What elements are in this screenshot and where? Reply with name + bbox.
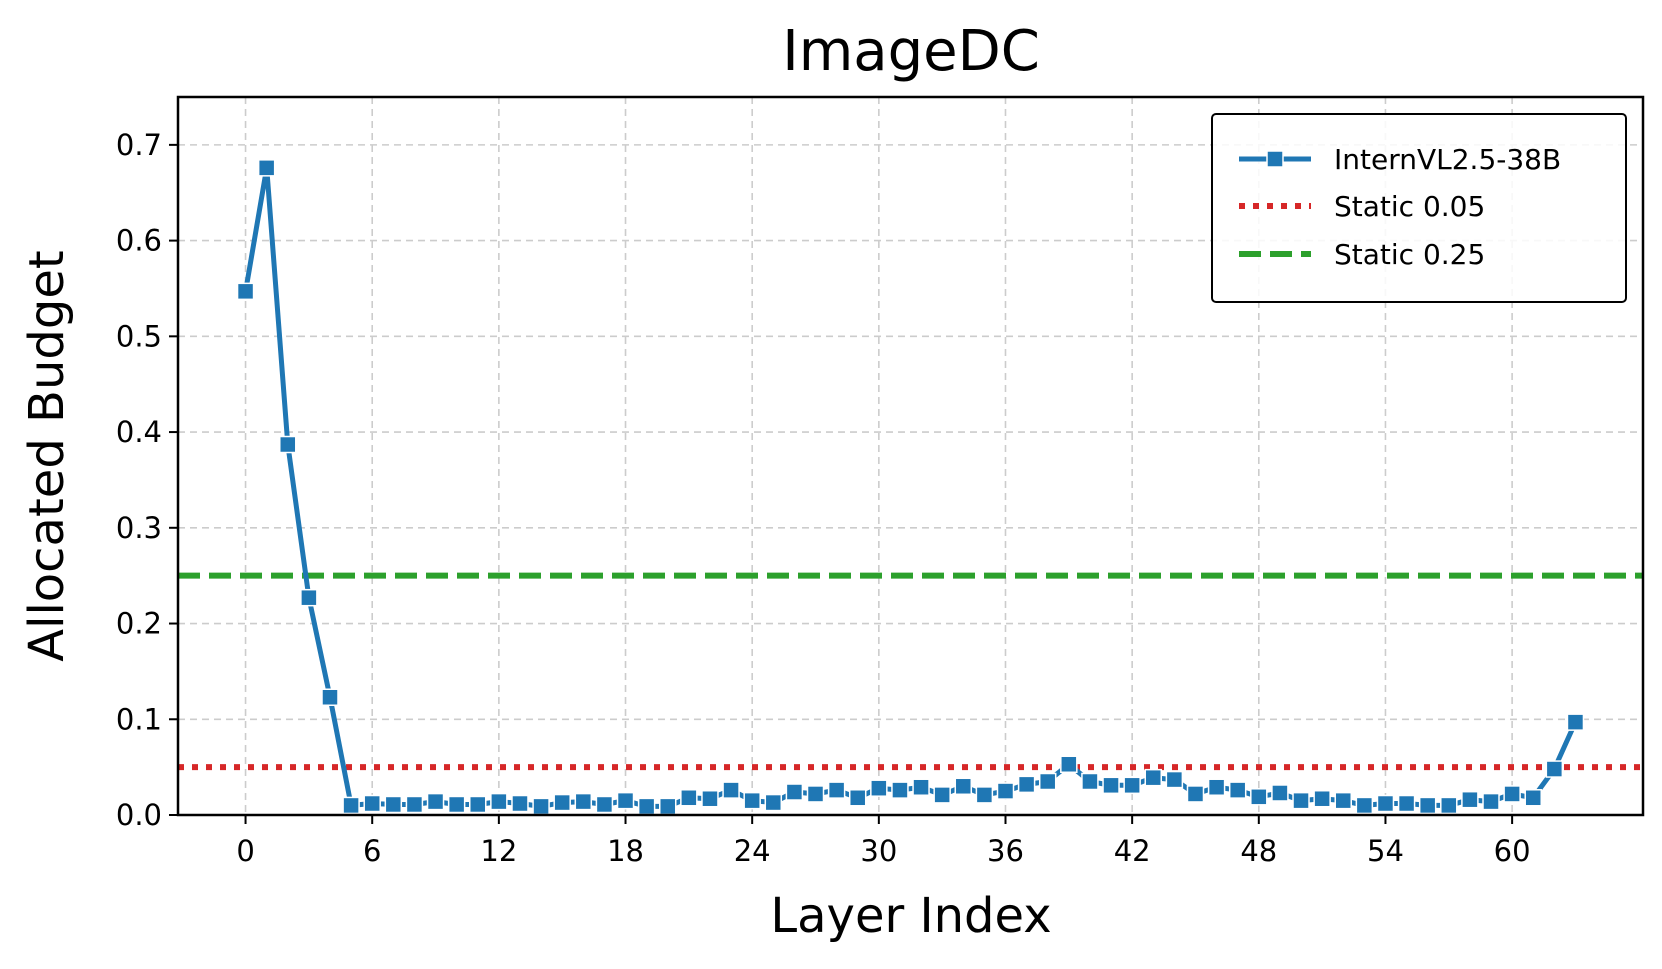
internvl-point	[1081, 772, 1099, 791]
legend-label-static-005: Static 0.05	[1334, 190, 1485, 223]
internvl-point	[1250, 788, 1268, 806]
x-tick-label: 12	[480, 834, 517, 868]
x-tick-label: 18	[607, 834, 644, 868]
internvl-point	[1038, 772, 1057, 791]
internvl-point	[447, 795, 466, 814]
internvl-point	[511, 794, 529, 813]
y-tick-label: 0.2	[116, 607, 162, 641]
legend: InternVL2.5-38B Static 0.05 Static 0.25	[1211, 113, 1627, 303]
internvl-point	[891, 781, 909, 799]
internvl-point	[743, 791, 761, 810]
x-tick-label: 36	[987, 834, 1024, 868]
x-axis-title: Layer Index	[770, 888, 1051, 944]
internvl-point	[1482, 792, 1500, 811]
internvl-point	[1228, 781, 1247, 799]
internvl-point	[848, 789, 867, 807]
internvl-point	[1440, 796, 1458, 815]
internvl-point	[1144, 768, 1163, 787]
internvl-point	[658, 797, 677, 816]
internvl-point	[1123, 776, 1141, 795]
internvl-point	[532, 797, 550, 816]
internvl-point	[1207, 778, 1226, 796]
internvl-point	[1397, 794, 1416, 813]
internvl-series-line	[243, 165, 1578, 809]
legend-box	[1211, 113, 1627, 303]
internvl-point	[595, 795, 614, 814]
internvl-point	[1376, 794, 1395, 813]
x-tick-label: 0	[236, 834, 254, 868]
y-tick-label: 0.0	[116, 798, 162, 832]
internvl-point	[384, 795, 403, 814]
internvl-point	[1334, 791, 1352, 810]
internvl-point	[637, 797, 656, 816]
internvl-point	[1271, 784, 1289, 802]
internvl-point	[616, 791, 635, 810]
x-tick-label: 6	[363, 834, 381, 868]
internvl-point	[574, 792, 593, 811]
y-tick-label: 0.4	[116, 415, 162, 449]
internvl-point	[722, 781, 740, 799]
series	[236, 159, 1585, 816]
internvl-point	[680, 789, 698, 807]
internvl-point	[321, 688, 339, 706]
internvl-point	[257, 159, 276, 177]
internvl-point	[806, 785, 825, 803]
static-lines	[178, 572, 1643, 771]
x-tick-label: 30	[860, 834, 897, 868]
internvl-point	[1017, 775, 1036, 794]
x-tick-label: 54	[1367, 834, 1404, 868]
internvl-point	[236, 282, 255, 301]
internvl-point	[1292, 791, 1310, 810]
internvl-point	[975, 786, 994, 804]
internvl-point	[912, 778, 930, 796]
internvl-point	[701, 789, 719, 808]
internvl-point	[405, 795, 424, 814]
internvl-point	[553, 793, 571, 812]
y-tick-label: 0.1	[116, 702, 162, 736]
internvl-point	[1165, 770, 1184, 789]
x-tick-label: 48	[1240, 834, 1277, 868]
internvl-point	[279, 435, 297, 454]
legend-label-internvl: InternVL2.5-38B	[1334, 143, 1561, 176]
internvl-point	[1503, 785, 1521, 803]
x-tick-label: 42	[1114, 834, 1151, 868]
internvl-point	[764, 793, 783, 812]
internvl-point	[1186, 785, 1205, 803]
internvl-point	[827, 781, 846, 799]
y-tick-label: 0.5	[116, 319, 162, 353]
internvl-point	[342, 796, 360, 815]
internvl-point	[469, 795, 487, 814]
y-tick-label: 0.6	[116, 224, 162, 258]
internvl-point	[1418, 796, 1437, 815]
internvl-point	[1566, 713, 1585, 731]
internvl-point	[1102, 776, 1120, 795]
y-axis-title: Allocated Budget	[19, 250, 75, 661]
ticks: 0 6 12 18 24 30 36 42 48 54 60 0.0 0.1 0.2 0.3 0.4 0.5 0.…	[116, 128, 1531, 868]
internvl-point	[1313, 789, 1331, 808]
internvl-point	[426, 792, 445, 811]
x-tick-label: 60	[1494, 834, 1531, 868]
internvl-point	[363, 794, 381, 813]
legend-label-static-025: Static 0.25	[1334, 238, 1485, 271]
internvl-point	[954, 777, 973, 796]
internvl-point	[1524, 789, 1542, 807]
internvl-point	[785, 783, 804, 801]
internvl-point	[933, 786, 951, 804]
plot-frame	[176, 95, 1645, 817]
x-tick-label: 24	[734, 834, 771, 868]
internvl-point	[1060, 755, 1078, 774]
internvl-point	[870, 779, 888, 797]
internvl-point	[300, 588, 318, 607]
internvl-point	[1355, 796, 1374, 815]
internvl-point	[996, 782, 1015, 800]
y-tick-label: 0.7	[116, 128, 162, 162]
internvl-point	[1461, 790, 1479, 809]
legend-marker-internvl	[1266, 150, 1284, 168]
y-tick-label: 0.3	[116, 511, 162, 545]
internvl-point	[490, 792, 508, 811]
internvl-point	[1545, 760, 1564, 778]
chart-title: ImageDC	[782, 19, 1040, 84]
